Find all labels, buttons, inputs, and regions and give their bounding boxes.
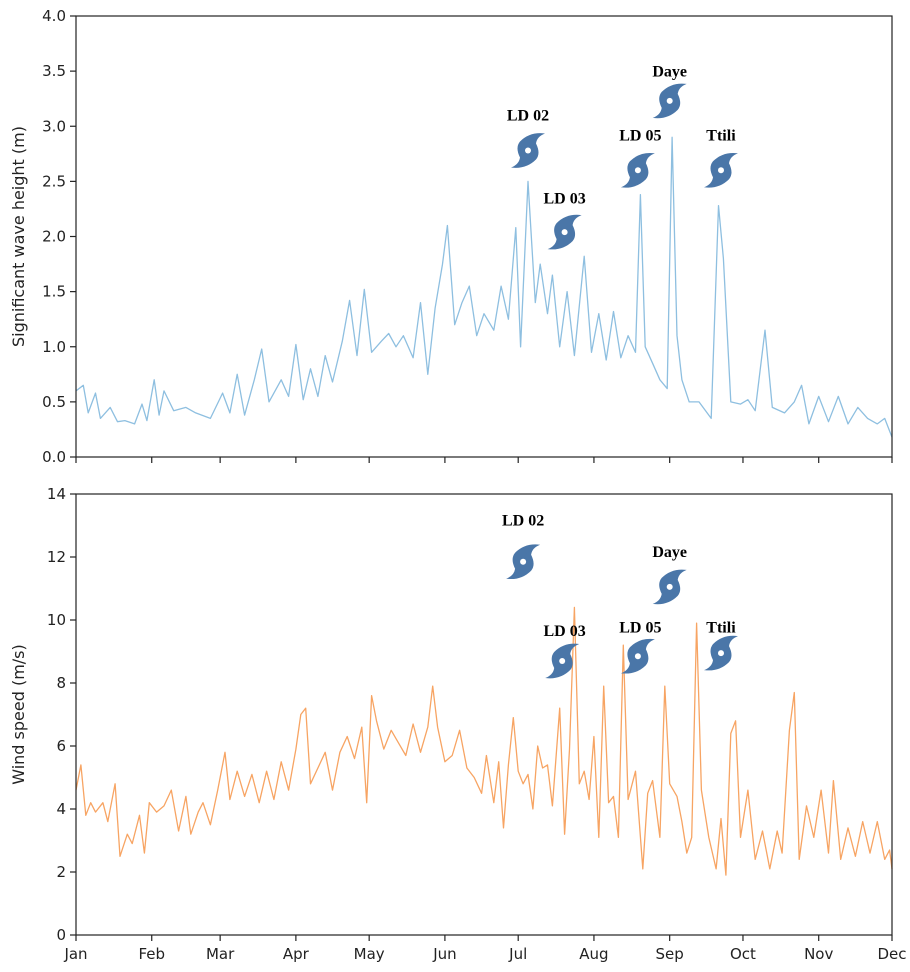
storm-label: LD 02 <box>502 513 544 530</box>
y-axis-title: Significant wave height (m) <box>9 126 28 347</box>
storm-icon-eye <box>666 97 673 104</box>
storm-icon-eye <box>718 167 724 174</box>
storm-label: LD 05 <box>619 128 661 145</box>
x-tick-label: Mar <box>206 945 235 963</box>
wind-speed-panel: 0 2 4 6 8 10 12 14 Jan Feb Mar Apr May Jun Jul Aug Sep Oc… <box>9 485 907 963</box>
x-tick-label: Feb <box>138 945 165 963</box>
series-line-0 <box>75 136 893 438</box>
storm-label: Ttili <box>706 620 736 637</box>
storm-label: Daye <box>652 544 687 561</box>
x-tick-label: May <box>354 945 385 963</box>
tropical-storm-icon <box>652 569 687 605</box>
y-tick-label: 12 <box>47 548 66 566</box>
storm-icon-eye <box>559 658 566 664</box>
tropical-storm-icon <box>506 544 541 580</box>
y-tick-label: 8 <box>56 674 66 692</box>
y-tick-label: 0.5 <box>42 393 66 411</box>
x-tick-label: Sep <box>656 945 684 963</box>
y-tick-label: 4 <box>56 800 66 818</box>
y-tick-label: 6 <box>56 737 66 755</box>
y-tick-label: 2.5 <box>42 172 66 190</box>
tropical-storm-icon <box>620 638 655 674</box>
plot-frame <box>75 493 893 936</box>
y-tick-label: 3.5 <box>42 62 66 80</box>
y-tick-label: 10 <box>47 611 66 629</box>
tropical-storm-icon <box>547 214 582 250</box>
tropical-storm-icon <box>545 643 580 679</box>
wave-height-panel: 0.0 0.5 1.0 1.5 2.0 2.5 3.0 3.5 4.0 Significant w… <box>9 7 893 466</box>
x-tick-label: Oct <box>730 945 756 963</box>
storm-icon-eye <box>520 558 527 565</box>
y-tick-label: 0.0 <box>42 448 66 466</box>
y-tick-label: 14 <box>47 485 66 503</box>
series-line-0 <box>75 606 893 876</box>
storm-label: LD 03 <box>544 623 586 640</box>
y-tick-label: 1.5 <box>42 283 66 301</box>
tropical-storm-icon <box>652 83 687 119</box>
tropical-storm-icon <box>704 635 738 671</box>
storm-label: LD 05 <box>619 620 661 637</box>
storm-icon-eye <box>561 229 568 236</box>
x-tick-label: Jul <box>508 945 527 963</box>
plot-frame <box>75 15 893 458</box>
x-tick-label: Dec <box>877 945 906 963</box>
x-tick-label: Jun <box>432 945 456 963</box>
storm-icon-eye <box>666 583 673 590</box>
storm-label: Daye <box>652 64 687 81</box>
storm-label: LD 02 <box>507 108 549 125</box>
tropical-storm-icon <box>704 152 738 188</box>
x-tick-label: Jan <box>63 945 87 963</box>
y-tick-label: 4.0 <box>42 7 66 25</box>
y-axis-title: Wind speed (m/s) <box>9 644 28 785</box>
storm-icon-eye <box>634 653 641 660</box>
tropical-storm-icon <box>511 133 545 168</box>
storm-label: LD 03 <box>544 190 586 207</box>
y-tick-label: 2.0 <box>42 228 66 246</box>
y-tick-label: 2 <box>56 863 66 881</box>
y-tick-label: 3.0 <box>42 117 66 135</box>
storm-label: Ttili <box>706 128 736 145</box>
storm-icon-eye <box>525 147 531 154</box>
storm-icon-eye <box>718 650 724 657</box>
storm-icon-eye <box>634 167 641 174</box>
tropical-storm-icon <box>620 152 655 188</box>
y-tick-label: 1.0 <box>42 338 66 356</box>
y-tick-label: 0 <box>56 926 66 944</box>
x-tick-label: Aug <box>579 945 608 963</box>
x-tick-label: Apr <box>283 945 310 963</box>
x-tick-label: Nov <box>804 945 833 963</box>
